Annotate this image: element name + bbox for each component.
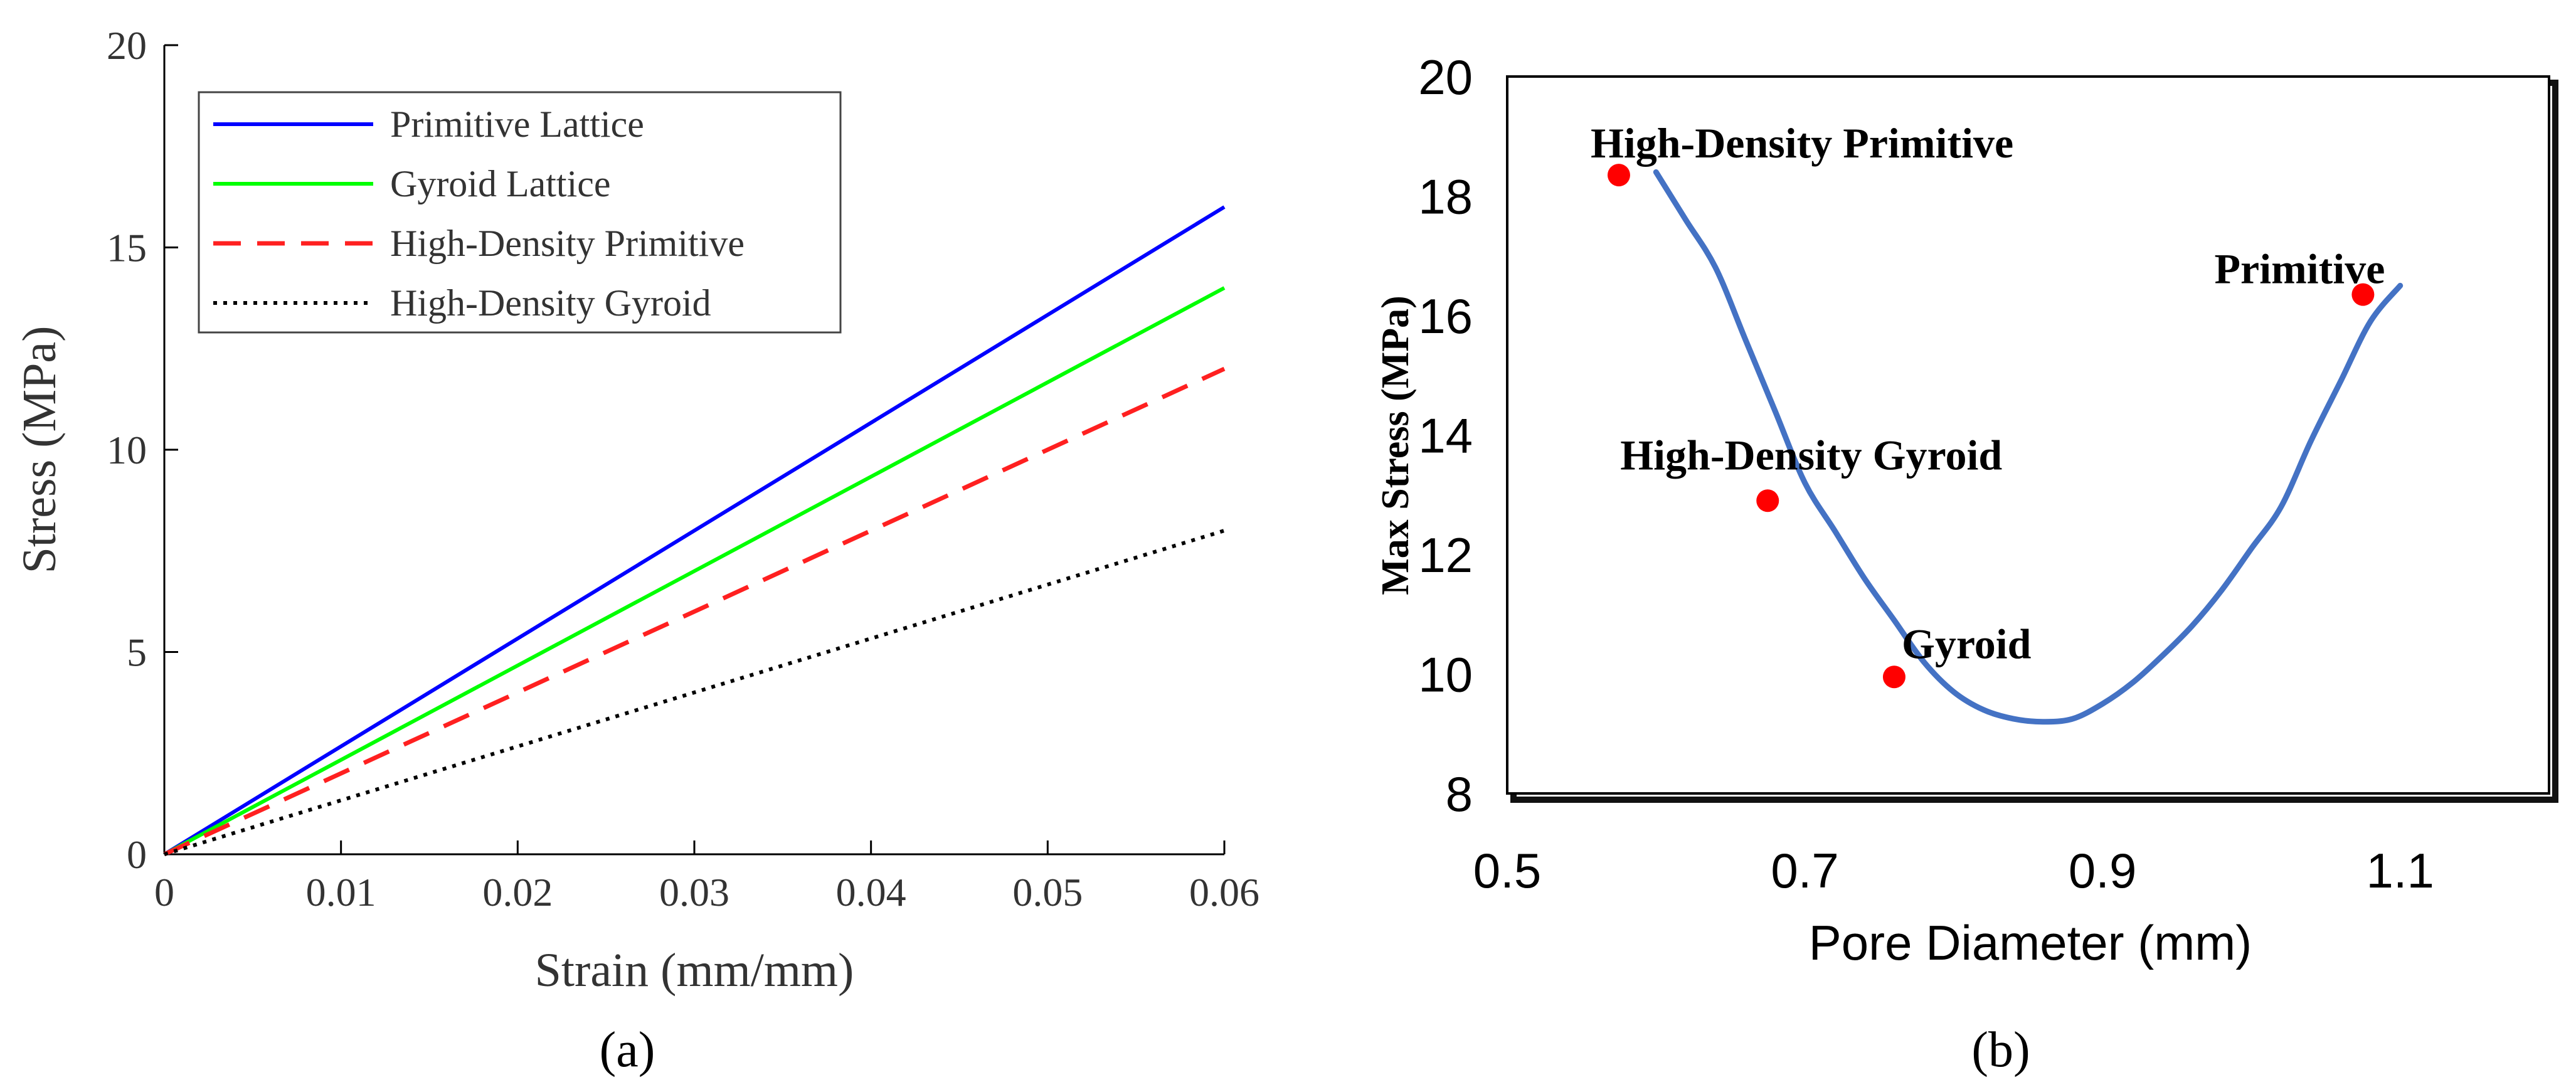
chart-a-xtick-label: 0.06 [1189,870,1259,914]
chart-b-curve-group [1653,169,2404,725]
chart-a-series-line [163,366,1226,857]
chart-b-xtick-label: 1.1 [2366,843,2434,898]
chart-b-ticks: 0.5 0.7 0.9 1.1 8 10 12 14 16 18 20 [1418,50,2434,898]
chart-b-xlabel: Pore Diameter (mm) [1809,915,2252,970]
chart-a-xtick-label: 0.01 [306,870,376,914]
chart-b-point-label: High-Density Primitive [1591,119,2013,167]
chart-b-point-label: Primitive [2215,245,2385,293]
chart-b-ytick-label: 10 [1418,647,1473,702]
legend-label: High-Density Gyroid [390,282,711,324]
chart-b-panel-label: (b) [1971,1022,2030,1078]
chart-b-curve [1653,169,2404,725]
chart-b-ytick-label: 14 [1418,408,1473,464]
chart-b-ytick-label: 16 [1418,289,1473,344]
chart-a-xtick-label: 0 [154,870,174,914]
chart-a-ytick-label: 20 [107,23,147,68]
chart-b-xtick-label: 0.5 [1473,843,1541,898]
chart-b-ytick-label: 18 [1418,169,1473,225]
chart-b-ytick-label: 12 [1418,527,1473,583]
chart-b-ytick-label: 20 [1418,50,1473,105]
chart-a-legend: Primitive Lattice Gyroid Lattice High-Dens… [198,91,842,334]
legend-label: Gyroid Lattice [390,163,611,204]
chart-a-series-line [163,286,1226,856]
chart-a-ytick-label: 5 [127,630,147,675]
chart-b-xtick-label: 0.9 [2069,843,2136,898]
chart-a-xtick-label: 0.02 [482,870,553,914]
chart-b-point-label: High-Density Gyroid [1620,431,2002,479]
chart-a-xtick-label: 0.05 [1012,870,1083,914]
chart-b-ytick-label: 8 [1446,766,1473,822]
chart-b-points: High-Density Primitive High-Density Gyroi… [1591,119,2385,689]
chart-a-xlabel: Strain (mm/mm) [535,944,854,997]
chart-a-ylabel: Stress (MPa) [13,326,66,574]
legend-label: Primitive Lattice [390,103,644,145]
chart-a-ytick-label: 10 [107,428,147,472]
chart-a: 0 0.01 0.02 0.03 0.04 0.05 0.06 0 5 10 15 20 Primit… [13,23,1259,1078]
chart-a-ytick-label: 15 [107,226,147,270]
legend-box [198,91,842,334]
chart-b-point [1756,489,1779,512]
chart-b-ylabel: Max Stress (MPa) [1374,295,1417,595]
chart-b-frame [1506,75,2550,795]
chart-b-point [1607,164,1630,187]
chart-a-series [163,205,1226,857]
chart-a-panel-label: (a) [600,1022,655,1078]
chart-a-xtick-label: 0.04 [836,870,906,914]
chart-b-xtick-label: 0.7 [1771,843,1838,898]
chart-a-xtick-label: 0.03 [659,870,729,914]
chart-b-point [1882,665,1905,689]
chart-a-ytick-label: 0 [127,832,147,877]
legend-label: High-Density Primitive [390,223,745,264]
chart-a-series-line [164,529,1225,856]
chart-b: 0.5 0.7 0.9 1.1 8 10 12 14 16 18 20 High-Density P… [1374,50,2558,1078]
chart-a-series-line [163,205,1226,856]
chart-a-ticks: 0 0.01 0.02 0.03 0.04 0.05 0.06 0 5 10 15 20 [107,23,1259,914]
chart-b-point [2351,283,2375,306]
chart-b-point-label: Gyroid [1902,620,2032,667]
